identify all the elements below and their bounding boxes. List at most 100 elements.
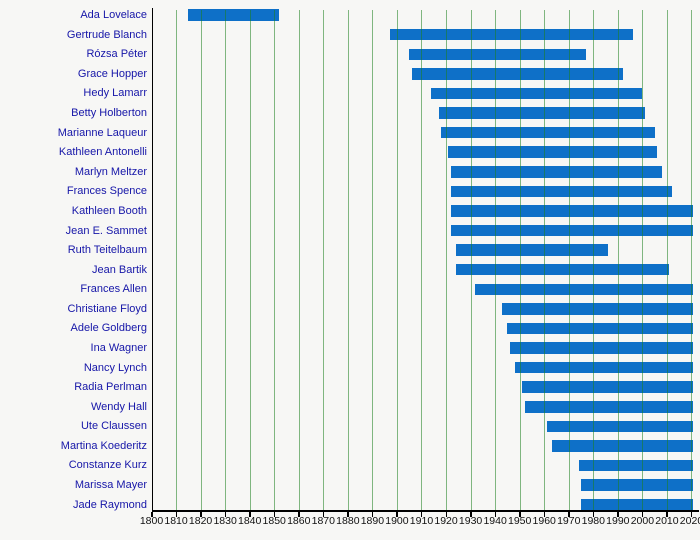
lifespan-bar bbox=[502, 303, 693, 315]
x-axis-tick bbox=[175, 511, 178, 517]
person-link[interactable]: Christiane Floyd bbox=[67, 302, 147, 315]
decade-grid-line bbox=[298, 10, 300, 510]
decade-grid-line bbox=[666, 10, 668, 510]
decade-grid-line bbox=[544, 10, 546, 510]
person-link[interactable]: Gertrude Blanch bbox=[66, 28, 147, 41]
person-link[interactable]: Ada Lovelace bbox=[80, 9, 147, 22]
x-axis-tick-label: 1800 bbox=[139, 515, 164, 527]
lifespan-bar bbox=[455, 244, 609, 256]
person-link[interactable]: Hedy Lamarr bbox=[83, 87, 147, 100]
x-axis-tick-label: 1880 bbox=[336, 515, 360, 527]
lifespan-bar bbox=[188, 9, 280, 21]
x-axis-tick bbox=[273, 511, 276, 517]
person-link[interactable]: Betty Holberton bbox=[71, 107, 147, 120]
x-axis-line bbox=[151, 510, 699, 512]
x-axis-tick bbox=[592, 511, 595, 517]
person-link[interactable]: Ina Wagner bbox=[90, 342, 147, 354]
decade-grid-line bbox=[495, 10, 497, 510]
decade-grid-line bbox=[225, 10, 227, 510]
x-axis-tick bbox=[224, 511, 227, 517]
x-axis-tick bbox=[298, 511, 300, 517]
lifespan-bar bbox=[389, 28, 633, 41]
x-axis-tick bbox=[396, 511, 398, 517]
decade-grid-line bbox=[617, 10, 619, 510]
person-link[interactable]: Ruth Teitelbaum bbox=[67, 244, 147, 257]
person-link[interactable]: Ute Claussen bbox=[80, 420, 147, 433]
decade-grid-line bbox=[396, 10, 398, 510]
lifespan-bar bbox=[551, 440, 693, 452]
person-link[interactable]: Marlyn Meltzer bbox=[74, 165, 147, 178]
x-axis-tick bbox=[249, 511, 251, 517]
lifespan-bar bbox=[409, 48, 586, 61]
x-axis-tick bbox=[200, 511, 202, 517]
x-axis-tick-label: 1820 bbox=[188, 515, 213, 527]
person-link[interactable]: Jean Bartik bbox=[91, 263, 147, 276]
x-axis-tick-label: 1990 bbox=[606, 515, 630, 527]
x-axis-tick bbox=[641, 511, 644, 517]
x-axis-tick bbox=[420, 511, 423, 517]
x-axis-tick-label: 1970 bbox=[557, 515, 581, 527]
lifespan-bar bbox=[438, 107, 645, 119]
decade-grid-line bbox=[176, 10, 178, 510]
person-link[interactable]: Jean E. Sammet bbox=[65, 224, 147, 237]
decade-grid-line bbox=[372, 10, 374, 510]
lifespan-bar bbox=[546, 420, 693, 433]
person-link[interactable]: Frances Spence bbox=[66, 185, 147, 198]
lifespan-bar bbox=[581, 498, 693, 511]
person-link[interactable]: Grace Hopper bbox=[77, 67, 147, 80]
person-link[interactable]: Constanze Kurz bbox=[68, 459, 147, 472]
x-axis-tick-label: 1840 bbox=[237, 515, 262, 527]
person-link[interactable]: Jade Raymond bbox=[73, 498, 147, 511]
decade-grid-line bbox=[421, 10, 423, 510]
x-axis-tick bbox=[347, 511, 349, 517]
x-axis-tick-label: 1850 bbox=[262, 515, 286, 527]
lifespan-bar bbox=[448, 146, 658, 158]
lifespan-bar bbox=[411, 68, 623, 80]
x-axis-tick bbox=[494, 511, 497, 517]
person-link[interactable]: Rózsa Péter bbox=[86, 48, 147, 61]
decade-grid-line bbox=[691, 10, 693, 510]
x-axis-tick-label: 2020 bbox=[679, 515, 700, 527]
x-axis-tick bbox=[371, 511, 374, 517]
lifespan-bar bbox=[524, 401, 693, 413]
x-axis-tick-label: 1900 bbox=[385, 515, 409, 527]
lifespan-bar bbox=[578, 459, 693, 472]
x-axis-tick bbox=[568, 511, 570, 517]
lifespan-bar bbox=[509, 342, 693, 354]
x-axis-tick bbox=[445, 511, 448, 517]
x-axis-tick-label: 1930 bbox=[458, 515, 483, 527]
x-axis-tick bbox=[470, 511, 472, 517]
lifespan-bar bbox=[581, 479, 693, 491]
person-link[interactable]: Nancy Lynch bbox=[83, 361, 147, 374]
person-link[interactable]: Kathleen Antonelli bbox=[58, 146, 147, 159]
x-axis-tick-label: 1950 bbox=[507, 515, 532, 527]
person-link[interactable]: Wendy Hall bbox=[90, 400, 147, 413]
x-axis-tick bbox=[543, 511, 546, 517]
lifespan-bar bbox=[522, 381, 693, 393]
decade-grid-line bbox=[519, 10, 521, 510]
x-axis-tick-label: 1960 bbox=[532, 515, 556, 527]
person-link[interactable]: Marissa Mayer bbox=[74, 479, 147, 492]
lifespan-bar bbox=[450, 166, 663, 178]
decade-grid-line bbox=[593, 10, 595, 510]
person-link[interactable]: Marianne Laqueur bbox=[57, 126, 147, 139]
lifespan-bar bbox=[450, 224, 693, 237]
decade-grid-line bbox=[274, 10, 276, 510]
x-axis-tick-label: 1860 bbox=[287, 515, 311, 527]
y-axis-line bbox=[151, 8, 154, 512]
x-axis-tick-label: 1910 bbox=[409, 515, 434, 527]
person-link[interactable]: Radia Perlman bbox=[74, 381, 147, 394]
lifespan-bar bbox=[475, 283, 693, 296]
x-axis-tick-label: 1830 bbox=[213, 515, 237, 527]
lifespan-bar bbox=[514, 361, 693, 374]
x-axis-tick bbox=[617, 511, 619, 517]
x-axis-tick-label: 1870 bbox=[311, 515, 335, 527]
x-axis-tick bbox=[690, 511, 693, 517]
x-axis-tick-label: 1810 bbox=[164, 515, 188, 527]
person-link[interactable]: Frances Allen bbox=[80, 283, 147, 296]
person-link[interactable]: Adele Goldberg bbox=[70, 322, 147, 335]
lifespan-bar bbox=[507, 322, 693, 335]
person-link[interactable]: Martina Koederitz bbox=[60, 439, 147, 452]
person-link[interactable]: Kathleen Booth bbox=[71, 204, 147, 217]
x-axis-tick-label: 1920 bbox=[434, 515, 458, 527]
